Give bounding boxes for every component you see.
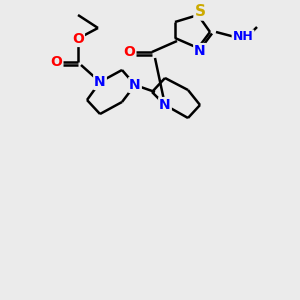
Text: O: O: [123, 45, 135, 59]
Text: N: N: [94, 75, 106, 89]
Text: S: S: [194, 4, 206, 20]
Text: N: N: [159, 98, 171, 112]
Text: O: O: [72, 32, 84, 46]
Text: N: N: [129, 78, 141, 92]
Text: N: N: [194, 44, 206, 58]
Text: O: O: [50, 55, 62, 69]
Text: NH: NH: [232, 31, 254, 44]
